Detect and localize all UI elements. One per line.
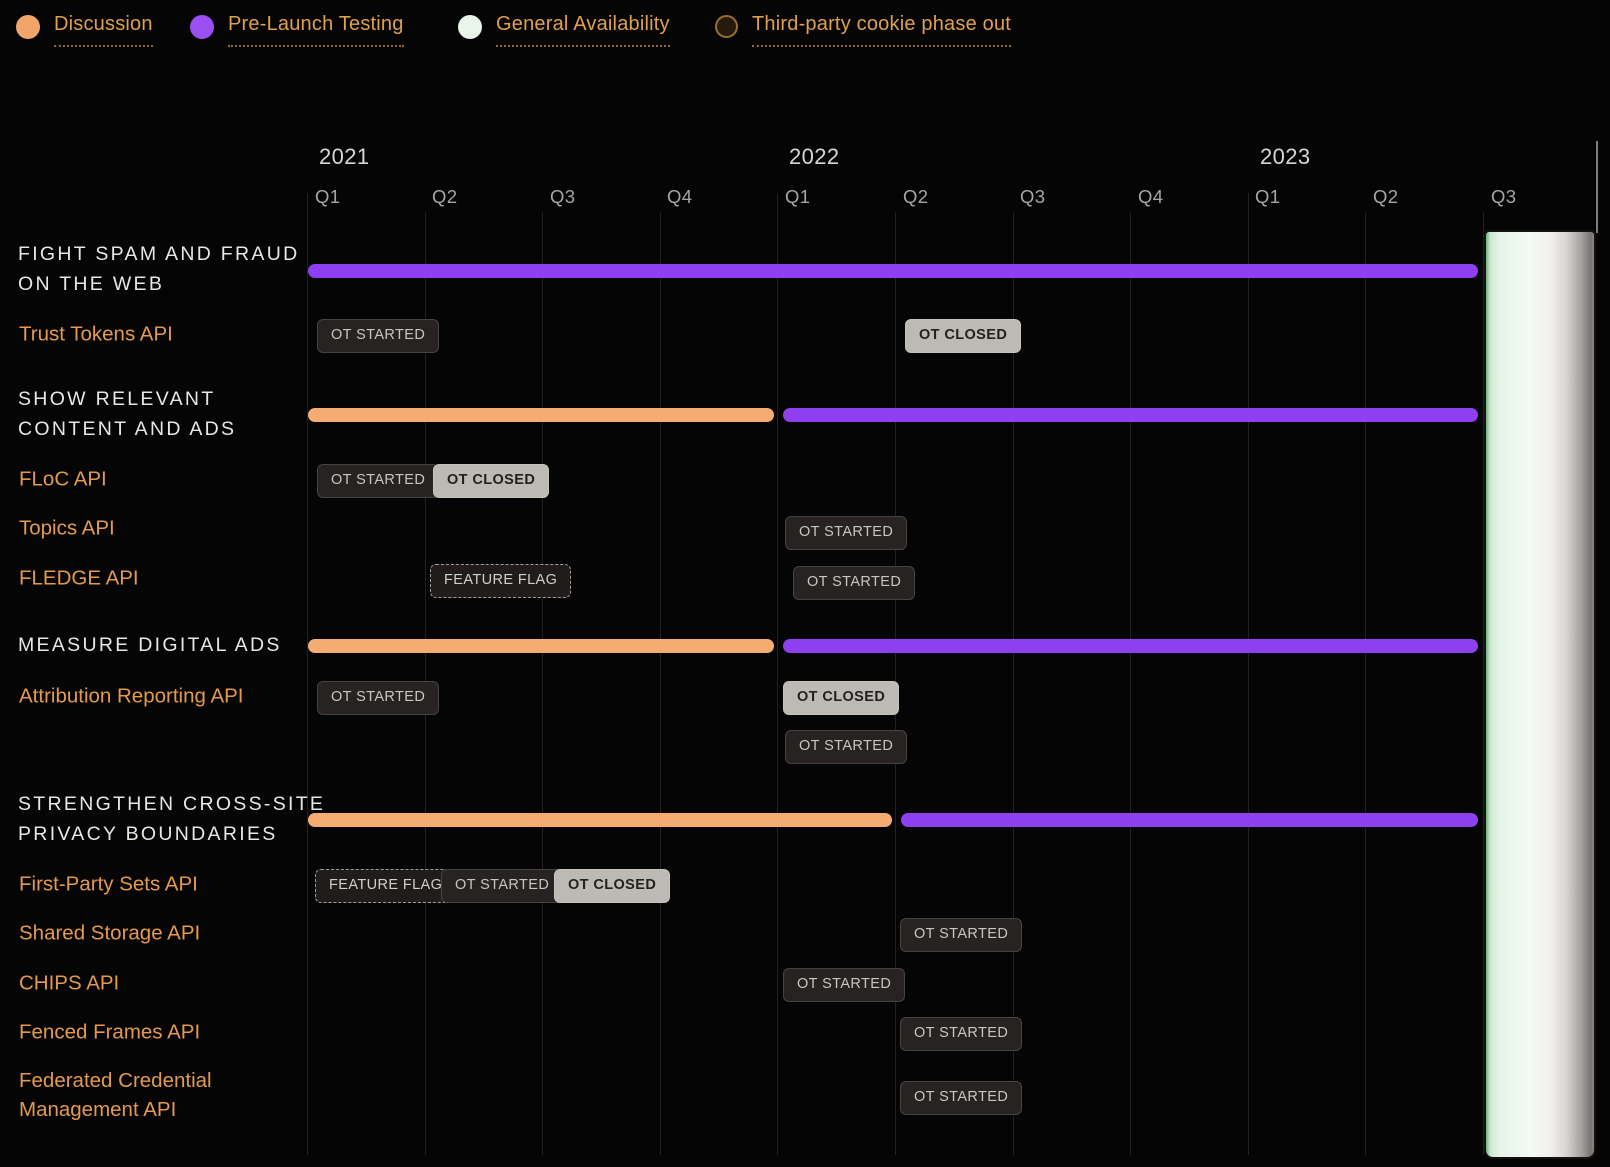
category-line: MEASURE DIGITAL ADS bbox=[18, 634, 282, 656]
gridline bbox=[1248, 193, 1249, 1155]
phase-bar-pre-launch bbox=[783, 408, 1478, 422]
legend-item-cookie-phase-out[interactable]: Third-party cookie phase out bbox=[715, 13, 1012, 47]
ot-started-badge: OT STARTED bbox=[785, 730, 908, 764]
ot-started-badge: OT STARTED bbox=[317, 464, 440, 498]
category-strengthen-cross-site: STRENGTHEN CROSS-SITE PRIVACY BOUNDARIES bbox=[18, 790, 325, 849]
right-edge-sliver bbox=[1596, 141, 1598, 233]
api-link-first-party-sets[interactable]: First-Party Sets API bbox=[19, 872, 198, 896]
phase-bar-pre-launch bbox=[901, 813, 1478, 827]
gridline bbox=[542, 212, 543, 1155]
category-line: FIGHT SPAM AND FRAUD bbox=[18, 243, 300, 265]
legend-label: Pre-Launch Testing bbox=[228, 13, 404, 47]
category-line: CONTENT AND ADS bbox=[18, 417, 237, 440]
feature-flag-badge: FEATURE FLAG bbox=[430, 564, 572, 598]
quarter-label: Q1 bbox=[785, 186, 811, 207]
gridline bbox=[777, 193, 778, 1155]
quarter-label: Q2 bbox=[1373, 186, 1399, 207]
general-availability-panel bbox=[1484, 230, 1596, 1159]
phase-bar-discussion bbox=[308, 639, 774, 653]
quarter-label: Q3 bbox=[1020, 186, 1046, 207]
api-link-floc[interactable]: FLoC API bbox=[19, 467, 107, 491]
general-availability-swatch-icon bbox=[458, 15, 482, 39]
api-link-fledge[interactable]: FLEDGE API bbox=[19, 566, 139, 590]
gridline bbox=[307, 193, 308, 1155]
phase-bar-discussion bbox=[308, 813, 892, 827]
ot-started-badge: OT STARTED bbox=[900, 918, 1023, 952]
phase-bar-discussion bbox=[308, 408, 774, 422]
ot-started-badge: OT STARTED bbox=[317, 319, 440, 353]
legend-label: General Availability bbox=[496, 13, 670, 47]
quarter-label: Q1 bbox=[1255, 186, 1281, 207]
phase-bar-pre-launch bbox=[308, 264, 1478, 278]
phase-bar-pre-launch bbox=[783, 639, 1478, 653]
category-fight-spam-and-fraud: FIGHT SPAM AND FRAUD ON THE WEB bbox=[18, 240, 299, 299]
quarter-label: Q4 bbox=[1138, 186, 1164, 207]
ot-started-badge: OT STARTED bbox=[441, 869, 564, 903]
api-link-federated-credential-management[interactable]: Federated Credential Management API bbox=[19, 1069, 212, 1121]
api-link-fenced-frames[interactable]: Fenced Frames API bbox=[19, 1020, 201, 1044]
category-show-relevant-content: SHOW RELEVANT CONTENT AND ADS bbox=[18, 385, 236, 444]
ot-started-badge: OT STARTED bbox=[793, 566, 916, 600]
gridline bbox=[660, 212, 661, 1155]
api-link-chips[interactable]: CHIPS API bbox=[19, 971, 120, 995]
ot-closed-badge: OT CLOSED bbox=[905, 319, 1022, 353]
ot-started-badge: OT STARTED bbox=[783, 968, 906, 1002]
quarter-label: Q4 bbox=[667, 186, 693, 207]
feature-flag-badge: FEATURE FLAG bbox=[315, 869, 457, 903]
api-link-shared-storage[interactable]: Shared Storage API bbox=[19, 921, 201, 945]
legend-item-pre-launch-testing[interactable]: Pre-Launch Testing bbox=[190, 13, 404, 47]
category-measure-digital-ads: MEASURE DIGITAL ADS bbox=[18, 631, 282, 661]
ot-started-badge: OT STARTED bbox=[900, 1017, 1023, 1051]
legend-label: Third-party cookie phase out bbox=[752, 13, 1012, 47]
api-link-trust-tokens[interactable]: Trust Tokens API bbox=[19, 322, 173, 346]
ot-started-badge: OT STARTED bbox=[317, 681, 440, 715]
quarter-label: Q3 bbox=[1491, 186, 1517, 207]
legend-item-general-availability[interactable]: General Availability bbox=[458, 13, 670, 47]
pre-launch-swatch-icon bbox=[190, 15, 214, 39]
ot-closed-badge: OT CLOSED bbox=[783, 681, 900, 715]
category-line: ON THE WEB bbox=[18, 272, 165, 295]
cookie-phase-out-swatch-icon bbox=[715, 15, 738, 38]
year-label-2021: 2021 bbox=[319, 144, 370, 169]
gridline bbox=[1483, 212, 1484, 1155]
year-label-2023: 2023 bbox=[1260, 144, 1311, 169]
quarter-label: Q3 bbox=[550, 186, 576, 207]
ot-closed-badge: OT CLOSED bbox=[433, 464, 550, 498]
api-link-topics[interactable]: Topics API bbox=[19, 516, 115, 540]
category-line: SHOW RELEVANT bbox=[18, 388, 216, 410]
category-line: STRENGTHEN CROSS-SITE bbox=[18, 793, 326, 815]
gridline bbox=[1013, 212, 1014, 1155]
ot-started-badge: OT STARTED bbox=[785, 516, 908, 550]
api-link-attribution-reporting[interactable]: Attribution Reporting API bbox=[19, 684, 244, 708]
discussion-swatch-icon bbox=[16, 15, 40, 39]
quarter-label: Q2 bbox=[903, 186, 929, 207]
ot-started-badge: OT STARTED bbox=[900, 1081, 1023, 1115]
gridline bbox=[1130, 212, 1131, 1155]
gridline bbox=[1365, 212, 1366, 1155]
quarter-label: Q1 bbox=[315, 186, 341, 207]
quarter-label: Q2 bbox=[432, 186, 458, 207]
ot-closed-badge: OT CLOSED bbox=[554, 869, 671, 903]
year-label-2022: 2022 bbox=[789, 144, 840, 169]
legend-item-discussion[interactable]: Discussion bbox=[16, 13, 153, 47]
legend-label: Discussion bbox=[54, 13, 153, 47]
category-line: PRIVACY BOUNDARIES bbox=[18, 822, 278, 845]
